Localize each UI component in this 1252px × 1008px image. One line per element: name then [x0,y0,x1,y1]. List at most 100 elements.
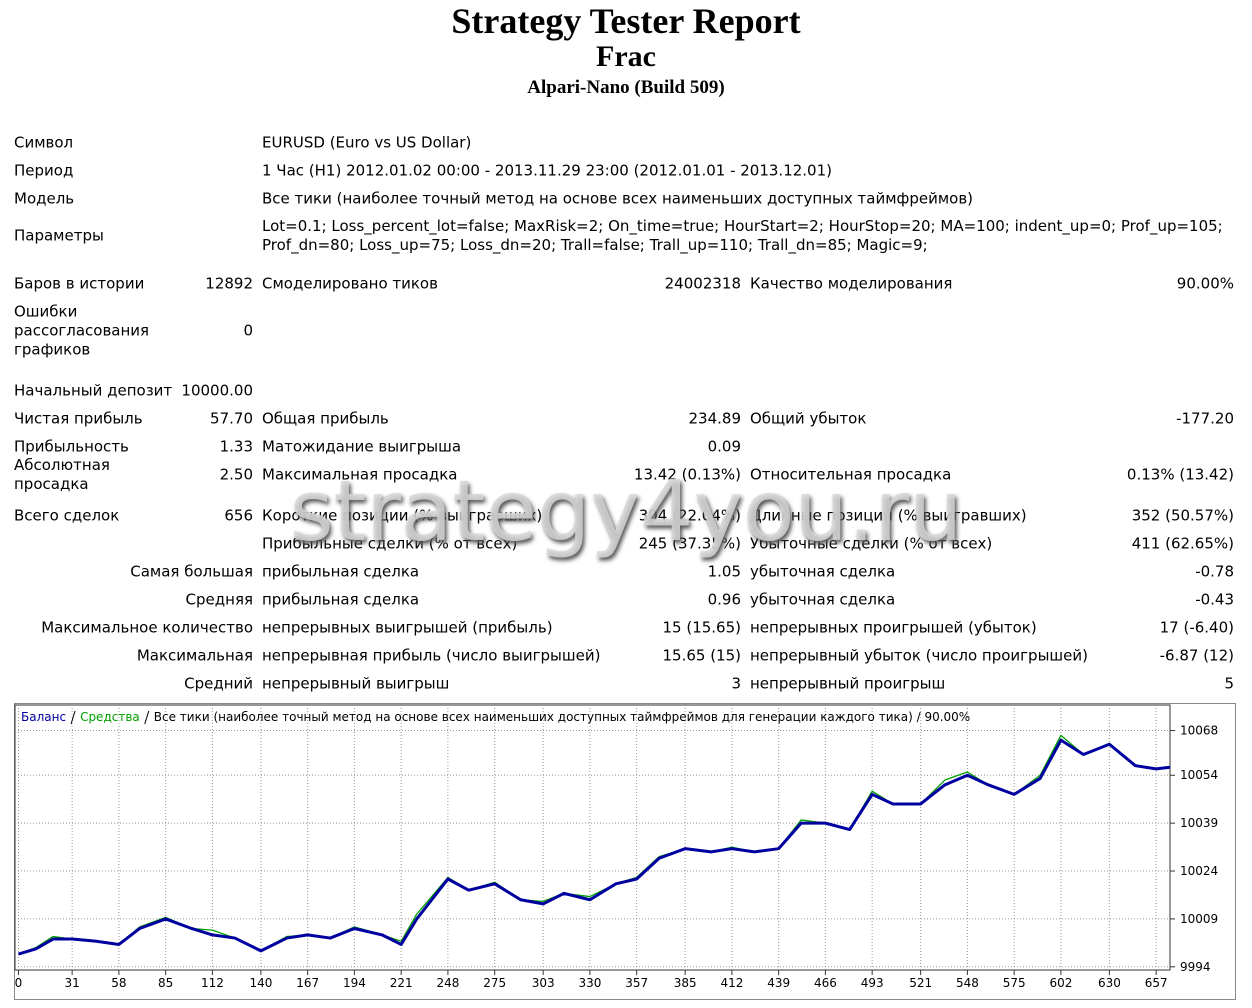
report-label: прибыльная сделка [262,562,420,581]
report-value: 304 (22.04%) [638,506,741,525]
report-label: Начальный депозит [14,381,173,400]
report-value: 15.65 (15) [662,646,741,665]
report-value: 0.09 [707,437,741,456]
x-tick-label: 140 [249,976,272,990]
report-value: 234.89 [688,409,742,428]
report-label: Общая прибыль [262,409,389,428]
report-value: 13.42 (0.13%) [633,465,741,484]
report-label: непрерывных выигрышей (прибыль) [262,618,553,637]
report-label: Максимальная просадка [262,465,458,484]
report-label: непрерывных проигрышей (убыток) [750,618,1037,637]
report-value: 0.96 [707,590,741,609]
x-tick-label: 548 [956,976,979,990]
legend-entry: Все тики (наиболее точный метод на основ… [154,710,970,724]
report-value: -0.43 [1195,590,1234,609]
report-label: Короткие позиции (% выигравших) [262,506,543,525]
report-label: Чистая прибыль [14,409,143,428]
x-tick-label: 575 [1003,976,1026,990]
report-label: непрерывная прибыль (число выигрышей) [262,646,601,665]
x-tick-label: 412 [720,976,743,990]
report-value: Самая большая [130,562,253,581]
x-tick-label: 248 [436,976,459,990]
report-label: Матожидание выигрыша [262,437,462,456]
report-label: Символ [14,133,74,152]
report-label: убыточная сделка [750,590,896,609]
y-tick-label: 10054 [1180,768,1218,782]
report-value: 411 (62.65%) [1131,534,1234,553]
x-tick-label: 0 [15,976,23,990]
series-line [18,738,1171,956]
legend-separator [70,710,76,725]
report-value: Средняя [185,590,253,609]
x-tick-label: 221 [390,976,413,990]
report-label: непрерывный проигрыш [750,674,946,693]
plot-area [14,704,1171,971]
y-tick-label: 9994 [1180,960,1211,974]
x-tick-label: 466 [814,976,837,990]
report-label: Прибыльные сделки (% от всех) [262,534,518,553]
report-value: -0.78 [1195,562,1234,581]
report-value: 90.00% [1176,274,1234,293]
chart: 9994 10009 10024 10039 10054 10068 0 31 58 85 112 1… [14,703,1236,1000]
x-tick-label: 31 [65,976,80,990]
x-tick-label: 521 [909,976,932,990]
report-value: 352 (50.57%) [1131,506,1234,525]
report-label: убыточная сделка [750,562,896,581]
x-tick-label: 58 [111,976,126,990]
report-label: Ошибки рассогласования графиков [14,302,150,359]
legend-separator [144,710,150,725]
x-tick-label: 385 [674,976,697,990]
report-label: непрерывный убыток (число проигрышей) [750,646,1088,665]
report-label: Всего сделок [14,506,120,525]
report-label: Смоделировано тиков [262,274,438,293]
x-tick-label: 85 [158,976,173,990]
report-value: 1.33 [219,437,253,456]
report-server: Alpari-Nano (Build 509) [527,77,725,98]
report-value: 3 [731,674,741,693]
report-value: 656 [224,506,253,525]
report-label: Длинные позиции (% выигравших) [750,506,1027,525]
x-tick-label: 357 [625,976,648,990]
x-tick-label: 275 [483,976,506,990]
report-value: 0.13% (13.42) [1126,465,1234,484]
report-label: Прибыльность [14,437,129,456]
y-tick-label: 10039 [1180,816,1218,830]
report-value: Средний [184,674,253,693]
watermark: strategy4you.ru [289,462,963,560]
x-tick-label: 657 [1145,976,1168,990]
report-value: 5 [1224,674,1234,693]
report-label: Все тики (наиболее точный метод на основ… [262,189,974,208]
report-label: прибыльная сделка [262,590,420,609]
report-label: непрерывный выигрыш [262,674,450,693]
report-label: Абсолютная просадка [14,456,110,493]
report-value: 2.50 [219,465,253,484]
legend-entry: Баланс [21,710,66,724]
report-value: Максимальная [136,646,253,665]
report-value: -177.20 [1176,409,1234,428]
report-value: 1.05 [707,562,741,581]
x-tick-label: 493 [861,976,884,990]
legend-entry: Средства [80,710,140,724]
report-label: Баров в истории [14,274,145,293]
report-value: 57.70 [210,409,253,428]
report-label: Относительная просадка [750,465,952,484]
x-tick-label: 167 [296,976,319,990]
report-label: Убыточные сделки (% от всех) [750,534,993,553]
report-value: 24002318 [664,274,741,293]
report-label: Параметры [14,226,104,245]
x-tick-label: 303 [532,976,555,990]
y-tick-label: 10009 [1180,912,1218,926]
report-label: 1 Час (H1) 2012.01.02 00:00 - 2013.11.29… [262,161,832,180]
y-tick-label: 10024 [1180,864,1218,878]
report-subtitle: Frac [596,40,656,73]
report-value: Максимальное количество [41,618,253,637]
report-title: Strategy Tester Report [451,1,801,41]
report-value: 245 (37.35%) [638,534,741,553]
report-label: Период [14,161,74,180]
report-value: -6.87 (12) [1159,646,1234,665]
report-value: 15 (15.65) [662,618,741,637]
x-tick-label: 194 [343,976,366,990]
x-tick-label: 112 [201,976,224,990]
x-tick-label: 602 [1049,976,1072,990]
